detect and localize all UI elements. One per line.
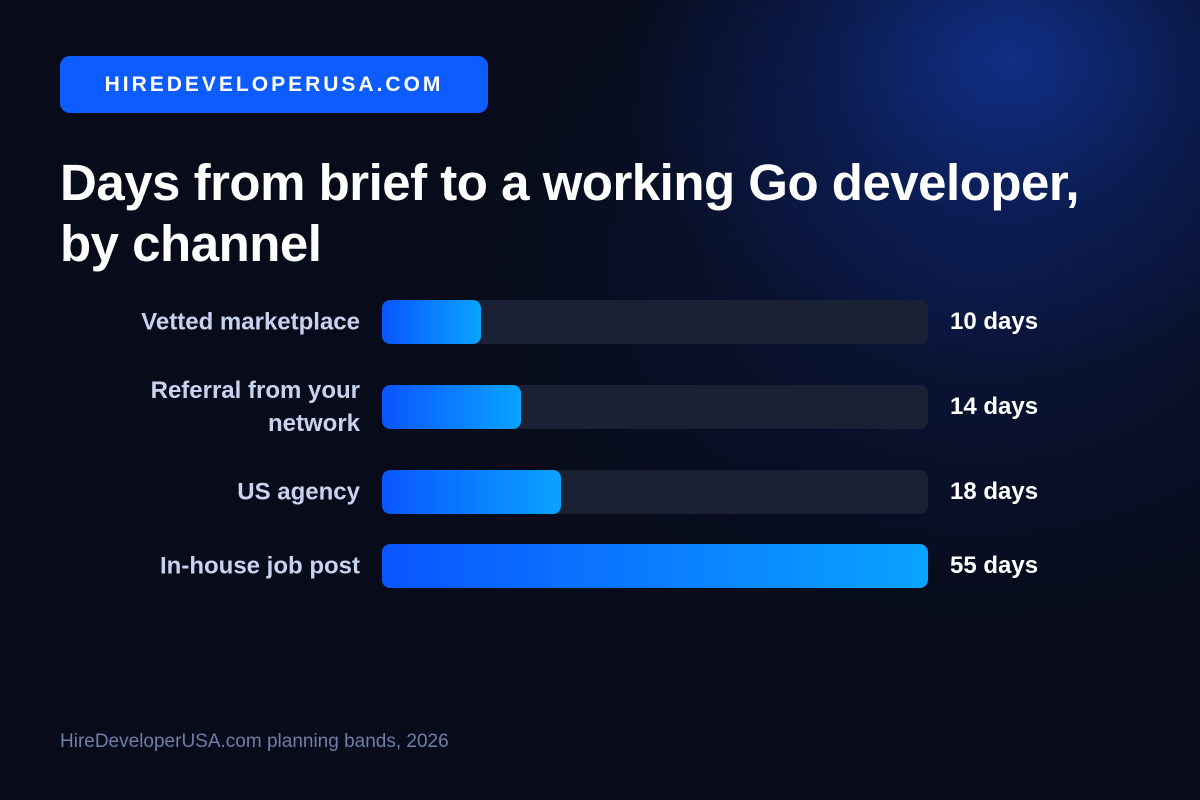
bar xyxy=(382,544,928,588)
bar-track xyxy=(382,300,928,344)
value-label: 55 days xyxy=(950,552,1039,579)
bar-row: Referral from your network 14 days xyxy=(0,377,1200,437)
category-label: Vetted marketplace xyxy=(141,308,360,336)
bar xyxy=(382,470,561,514)
bar-track xyxy=(382,544,928,588)
bar-row: In-house job post 55 days xyxy=(0,544,1200,588)
brand-badge: HIREDEVELOPERUSA.COM xyxy=(60,56,488,113)
bar-track xyxy=(382,470,928,514)
bar xyxy=(382,300,481,344)
category-label: In-house job post xyxy=(160,552,360,580)
bar-row: Vetted marketplace 10 days xyxy=(0,300,1200,344)
category-label: US agency xyxy=(237,478,360,506)
bar-row: US agency 18 days xyxy=(0,470,1200,514)
value-label: 18 days xyxy=(950,478,1039,505)
source-note: HireDeveloperUSA.com planning bands, 202… xyxy=(60,731,449,752)
brand-badge-label: HIREDEVELOPERUSA.COM xyxy=(104,72,444,96)
bar xyxy=(382,385,521,429)
chart-title: Days from brief to a working Go develope… xyxy=(60,154,1080,272)
value-label: 10 days xyxy=(950,308,1039,335)
bar-track xyxy=(382,385,928,429)
category-label: Referral from your network xyxy=(150,377,360,437)
value-label: 14 days xyxy=(950,393,1039,420)
